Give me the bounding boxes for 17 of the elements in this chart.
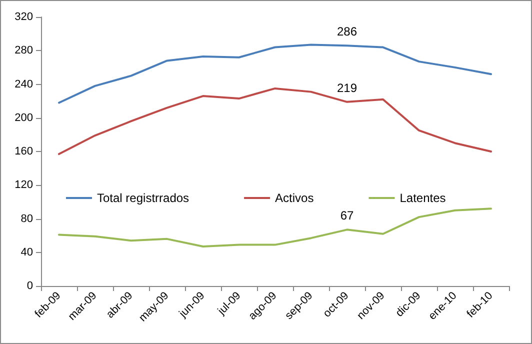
line-series (58, 208, 492, 248)
y-tick-label: 120 (14, 179, 33, 192)
data-label: 219 (336, 80, 358, 95)
legend-label: Latentes (400, 191, 446, 205)
y-tick-label: 80 (20, 212, 33, 225)
y-tick-label: 200 (14, 112, 33, 124)
y-tick-label: 160 (14, 146, 33, 158)
data-label: 286 (336, 24, 358, 39)
legend-label: Activos (275, 191, 314, 205)
legend-label: Total registrrados (97, 191, 190, 205)
y-tick-label: 240 (14, 78, 33, 90)
y-tick-label: 280 (14, 44, 33, 57)
data-label: 67 (340, 208, 354, 223)
line-series (58, 44, 492, 104)
y-tick-label: 0 (26, 280, 33, 292)
y-tick-label: 40 (20, 246, 33, 258)
y-tick-label: 320 (14, 11, 33, 23)
